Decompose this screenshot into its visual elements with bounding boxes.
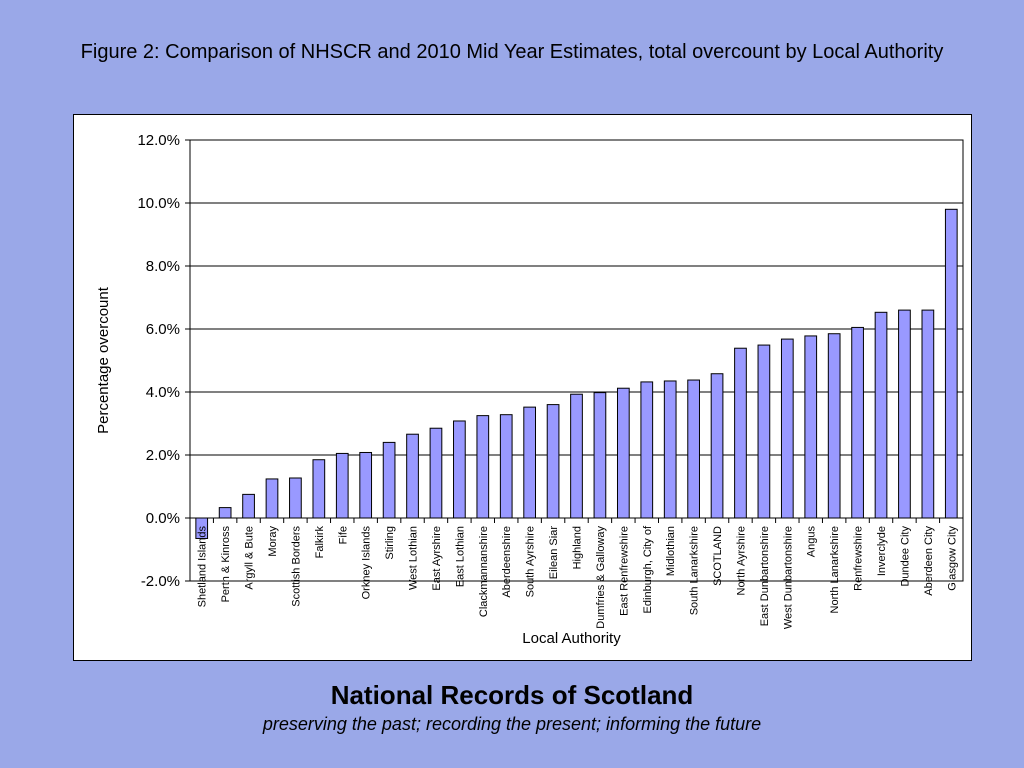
x-tick-label: Dumfries & Galloway	[595, 526, 607, 629]
x-tick-label: Stirling	[384, 526, 396, 560]
bar	[335, 452, 349, 519]
bar	[218, 507, 232, 519]
y-tick-label: 12.0%	[137, 132, 180, 149]
bar	[640, 381, 654, 519]
x-tick-label: Dundee City	[899, 526, 911, 587]
y-tick-label: 6.0%	[146, 321, 180, 338]
bar	[874, 311, 888, 519]
bar-chart: -2.0% 0.0% 2.0% 4.0% 6.0% 8.0% 10.0% 12.0% Shetl…	[95, 132, 964, 647]
bar	[804, 335, 818, 519]
x-tick-label: Renfrewshire	[853, 526, 865, 591]
bar	[827, 333, 841, 519]
x-tick-label: Scottish Borders	[290, 526, 302, 607]
bar	[382, 441, 396, 519]
y-tick-label: 4.0%	[146, 384, 180, 401]
x-axis-label: Local Authority	[522, 630, 621, 647]
bar	[780, 338, 794, 519]
slide-title: Figure 2: Comparison of NHSCR and 2010 M…	[80, 41, 944, 63]
x-tick-label: West Lothian	[408, 526, 420, 590]
bar	[663, 380, 677, 519]
x-tick-label: Aberdeenshire	[501, 526, 513, 598]
x-tick-label: Midlothian	[665, 526, 677, 576]
x-tick-label: Eilean Siar	[548, 526, 560, 580]
x-tick-label: East Lothian	[454, 526, 466, 587]
x-tick-label: Perth & Kinross	[220, 526, 232, 603]
x-tick-label: Edinburgh, City of	[642, 525, 654, 613]
x-tick-label: Argyll & Bute	[244, 526, 256, 590]
x-tick-label: Fife	[337, 526, 349, 544]
chart-panel: -2.0% 0.0% 2.0% 4.0% 6.0% 8.0% 10.0% 12.0% Shetl…	[73, 114, 972, 661]
x-tick-label: East Dunbartonshire	[759, 526, 771, 626]
bar	[499, 414, 513, 519]
x-tick-label: West Dunbartonshire	[782, 526, 794, 629]
y-tick-label: 10.0%	[137, 195, 180, 212]
footer-subtitle: preserving the past; recording the prese…	[262, 714, 762, 734]
bar	[570, 393, 583, 519]
bar	[734, 347, 747, 519]
bar	[898, 309, 911, 519]
bar	[546, 404, 560, 519]
bar	[593, 392, 607, 519]
x-tick-label: Clackmannanshire	[478, 526, 490, 617]
bar	[453, 420, 466, 519]
bar	[429, 427, 443, 519]
bar	[757, 344, 771, 519]
bar	[851, 326, 864, 519]
bar	[944, 208, 958, 519]
bar	[359, 451, 373, 519]
x-tick-label: Moray	[267, 526, 279, 557]
footer-title: National Records of Scotland	[330, 680, 694, 710]
x-tick-label: North Lanarkshire	[829, 526, 841, 613]
x-tick-label: Inverclyde	[876, 526, 888, 576]
x-tick-label: SCOTLAND	[712, 526, 724, 586]
y-tick-label: -2.0%	[141, 573, 180, 590]
x-tick-label: Highland	[572, 526, 584, 569]
y-axis-label: Percentage overcount	[95, 286, 112, 434]
y-tick-label: 2.0%	[146, 447, 180, 464]
bar	[476, 415, 490, 519]
bar	[242, 493, 255, 519]
bar	[406, 433, 419, 519]
x-tick-label: Shetland Islands	[197, 526, 209, 608]
x-tick-label: South Lanarkshire	[689, 526, 701, 615]
y-tick-label: 0.0%	[146, 510, 180, 527]
x-tick-label: Aberdeen City	[923, 526, 935, 596]
plot-frame	[189, 139, 964, 582]
bar	[312, 459, 326, 519]
x-tick-label: Glasgow City	[946, 526, 958, 591]
x-tick-label: East Renfrewshire	[618, 526, 630, 616]
bar	[289, 477, 302, 519]
x-tick-label: East Ayrshire	[431, 526, 443, 591]
x-tick-label: Angus	[806, 526, 818, 558]
y-tick-label: 8.0%	[146, 258, 180, 275]
bar	[616, 387, 630, 519]
bar	[921, 309, 935, 519]
x-tick-label: Orkney Islands	[361, 526, 373, 600]
bar	[687, 379, 700, 519]
x-tick-label: North Ayrshire	[735, 526, 747, 596]
bar	[265, 478, 279, 519]
x-tick-label: Falkirk	[314, 526, 326, 559]
x-tick-label: South Ayrshire	[525, 526, 537, 597]
bar	[710, 373, 724, 519]
bar	[523, 406, 537, 519]
